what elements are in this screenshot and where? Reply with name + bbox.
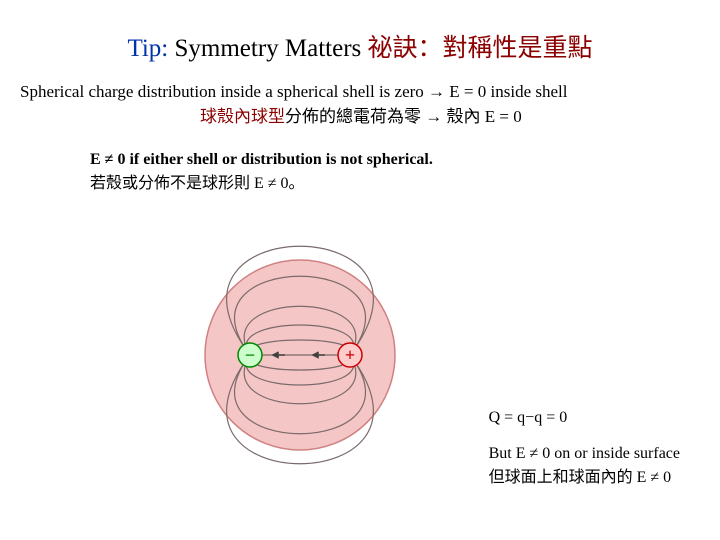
line1-text: Spherical charge distribution inside a s…	[20, 82, 567, 101]
but-cn: 但球面上和球面內的 E ≠ 0	[489, 466, 680, 490]
slide-title: Tip: Symmetry Matters 祕訣：對稱性是重點	[0, 0, 720, 82]
statement-line-2: 球殼內球型分佈的總電荷為零 → 殼內 E = 0	[0, 102, 720, 127]
title-en: Symmetry Matters	[175, 35, 362, 62]
statement-line-1: Spherical charge distribution inside a s…	[0, 82, 720, 102]
sub1-text: E ≠ 0 if either shell or distribution is…	[90, 151, 433, 168]
dipole-field-diagram: −+	[150, 230, 450, 485]
line2-rest: 分佈的總電荷為零 → 殼內 E = 0	[285, 107, 522, 126]
svg-text:−: −	[245, 345, 255, 365]
line2-red: 球殼內球型	[200, 107, 285, 126]
svg-text:+: +	[345, 345, 355, 365]
but-en: But E ≠ 0 on or inside surface	[489, 442, 680, 466]
sub-line-1: E ≠ 0 if either shell or distribution is…	[0, 127, 720, 169]
dipole-svg: −+	[150, 230, 450, 480]
equation-q: Q = q−q = 0	[489, 406, 680, 430]
tip-label: Tip:	[127, 35, 168, 62]
sub-line-2: 若殼或分佈不是球形則 E ≠ 0。	[0, 169, 720, 193]
title-cn: 祕訣：對稱性是重點	[368, 35, 593, 62]
sub2-text: 若殼或分佈不是球形則 E ≠ 0。	[90, 175, 305, 192]
bottom-annotations: Q = q−q = 0 But E ≠ 0 on or inside surfa…	[489, 406, 680, 490]
